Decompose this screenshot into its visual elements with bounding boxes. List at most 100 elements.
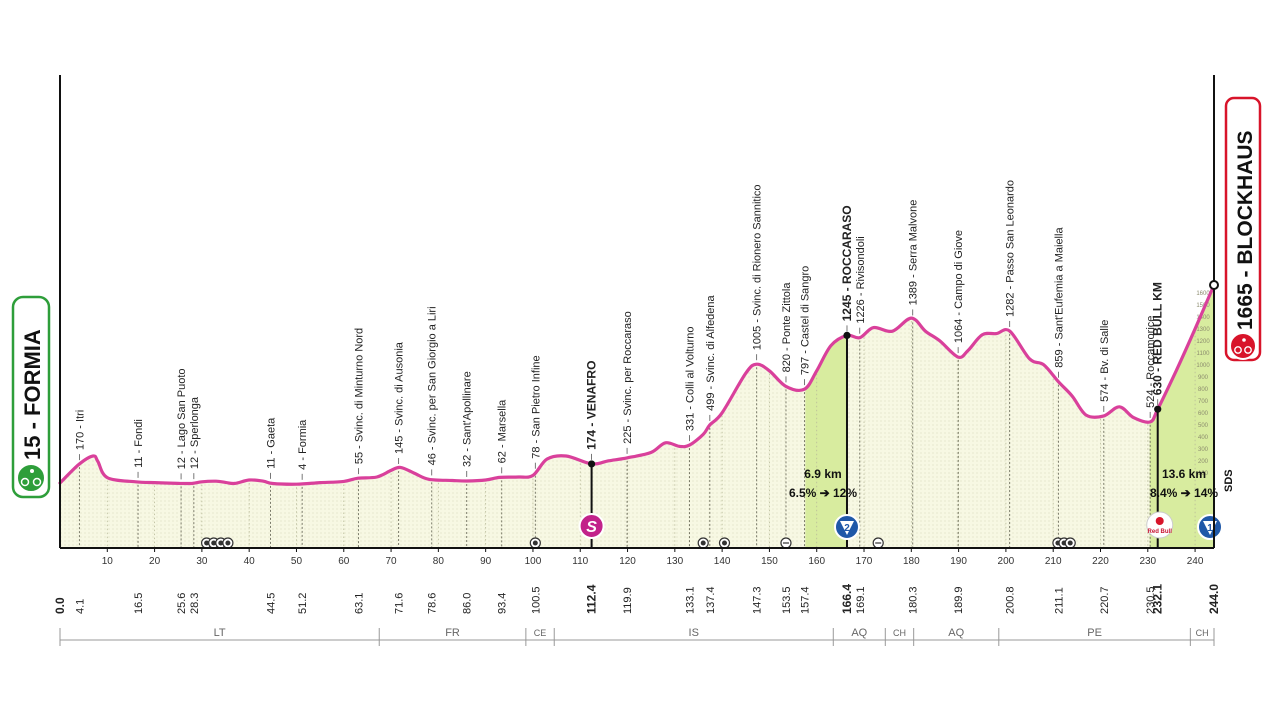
x-tick-label: 60 [338, 556, 350, 567]
place-distance-label: 93.4 [497, 593, 509, 614]
place-label: 170 - Itri [74, 410, 86, 450]
x-tick-label: 220 [1092, 556, 1109, 567]
altitude-scale-label: 400 [1198, 435, 1209, 441]
x-tick-label: 180 [903, 556, 920, 567]
x-tick-label: 20 [149, 556, 161, 567]
altitude-scale-label: 1600 [1196, 291, 1210, 297]
x-tick-label: 10 [102, 556, 114, 567]
region-label: IS [689, 627, 699, 639]
x-tick-label: 140 [714, 556, 731, 567]
x-tick-label: 230 [1139, 556, 1156, 567]
sds-label: SDS [1223, 469, 1235, 492]
place-distance-label: 71.6 [394, 593, 406, 614]
x-tick-label: 30 [196, 556, 208, 567]
region-label: AQ [948, 627, 964, 639]
altitude-scale-label: 300 [1198, 447, 1209, 453]
place-label: 630 - RED BULL KM [1151, 282, 1165, 395]
altitude-scale-label: 1300 [1196, 327, 1210, 333]
place-label: 1005 - Svinc. di Rionero Sannitico [752, 184, 764, 350]
x-tick-label: 110 [572, 556, 588, 567]
place-distance-label: 78.6 [427, 593, 439, 614]
x-tick-label: 170 [856, 556, 873, 567]
place-distance-label: 153.5 [781, 586, 793, 614]
start-distance-label: 0.0 [53, 597, 67, 614]
x-tick-label: 130 [666, 556, 683, 567]
altitude-scale-label: 700 [1198, 399, 1209, 405]
place-distance-label: 169.1 [855, 586, 867, 614]
climb-length: 6.9 km [804, 467, 841, 481]
region-label: CE [534, 628, 547, 638]
place-label: 12 - Lago San Puoto [176, 368, 188, 469]
x-tick-label: 150 [761, 556, 778, 567]
redbull-label: Red Bull [1148, 529, 1173, 535]
tunnel-icon-inner [211, 540, 217, 546]
region-label: FR [445, 627, 460, 639]
x-tick-label: 40 [244, 556, 256, 567]
redbull-sun [1155, 517, 1164, 525]
altitude-scale-label: 100 [1198, 471, 1209, 477]
place-label: 32 - Sant'Apollinare [462, 371, 474, 467]
place-distance-label: 44.5 [265, 593, 277, 614]
start-cyclist-head [30, 469, 34, 473]
place-label: 524 - Roccamorice [1145, 316, 1157, 408]
finish-cyclist-icon [1229, 332, 1257, 360]
climb-gradients: 8.4% ➔ 14% [1150, 486, 1218, 500]
sprint-badge [578, 513, 605, 539]
climb-badge-triangle [839, 521, 854, 535]
place-distance-label: 137.4 [705, 586, 717, 614]
x-tick-label: 160 [808, 556, 825, 567]
key-point-dot [587, 460, 596, 468]
altitude-scale-label: 900 [1198, 375, 1209, 381]
place-distance-label: 86.0 [462, 593, 474, 614]
place-label: 225 - Svinc. per Roccaraso [622, 311, 634, 444]
place-distance-label: 16.5 [133, 593, 145, 614]
tunnel-icon-inner [700, 540, 706, 546]
place-label: 1245 - ROCCARASO [840, 205, 854, 321]
x-tick-label: 100 [525, 556, 542, 567]
place-label: 331 - Colli al Volturno [684, 327, 696, 432]
start-cyclist-wheel [32, 477, 42, 487]
place-label: 1282 - Passo San Leonardo [1005, 180, 1017, 317]
place-distance-label: 4.1 [74, 599, 86, 614]
place-distance-label: 232.1 [1151, 584, 1165, 614]
x-tick-label: 50 [291, 556, 303, 567]
tunnel-icon-inner [721, 540, 727, 546]
place-label: 820 - Ponte Zittola [781, 282, 793, 373]
place-distance-label: 112.4 [585, 584, 599, 614]
finish-distance-label: 244.0 [1207, 584, 1221, 614]
place-label: 797 - Castel di Sangro [799, 266, 811, 375]
start-tag [11, 295, 51, 499]
place-distance-label: 63.1 [353, 593, 365, 614]
tunnel-icon-inner [532, 540, 538, 546]
finish-cyclist-wheel [1234, 346, 1242, 354]
x-tick-label: 70 [386, 556, 398, 567]
place-distance-label: 28.3 [189, 593, 201, 614]
place-distance-label: 189.9 [953, 586, 965, 614]
tunnel-icon-inner [1067, 540, 1073, 546]
place-label: 174 - VENAFRO [585, 361, 599, 450]
finish-dot [1209, 280, 1219, 290]
place-distance-label: 166.4 [840, 584, 854, 614]
x-tick-label: 120 [619, 556, 636, 567]
place-label: 1064 - Campo di Giove [953, 230, 965, 343]
x-tick-label: 210 [1045, 556, 1062, 567]
altitude-scale-label: 1000 [1196, 363, 1210, 369]
place-label: 1389 - Serra Malvone [908, 200, 920, 306]
place-distance-label: 25.6 [176, 593, 188, 614]
x-tick-label: 200 [998, 556, 1015, 567]
altitude-scale-label: 200 [1198, 459, 1209, 465]
key-point-dot [1154, 405, 1162, 413]
place-label: 499 - Svinc. di Alfedena [705, 294, 717, 410]
place-label: 4 - Formia [297, 419, 309, 470]
profile-area-texture [60, 285, 1214, 548]
place-distance-label: 51.2 [297, 593, 309, 614]
place-distance-label: 133.1 [684, 586, 696, 614]
region-label: AQ [851, 627, 867, 639]
key-point-dot [843, 331, 851, 339]
climb-category: 2 [844, 523, 850, 534]
climb-length: 13.6 km [1162, 467, 1206, 481]
altitude-scale-label: 1400 [1196, 315, 1210, 321]
place-label: 11 - Gaeta [265, 417, 277, 469]
